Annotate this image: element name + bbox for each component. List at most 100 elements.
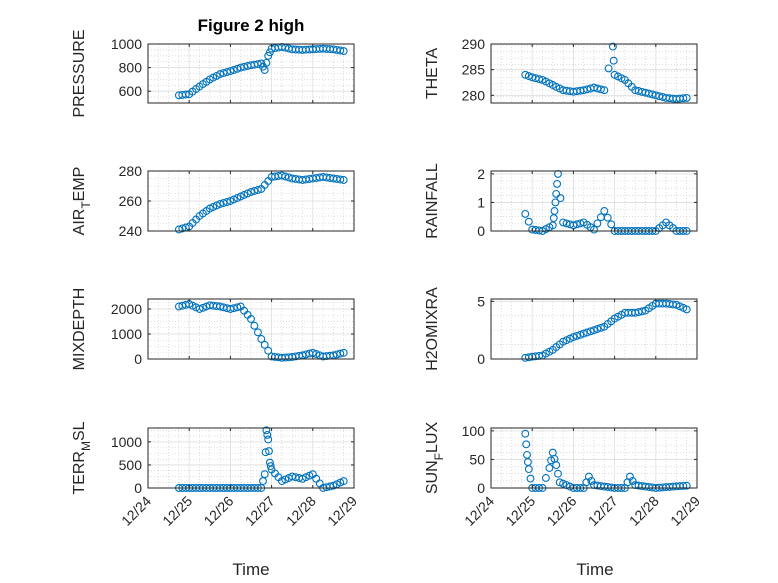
data-point [579, 329, 588, 338]
y-axis-label-subscript: T [79, 201, 93, 209]
data-point [209, 203, 218, 211]
data-point [181, 90, 190, 99]
data-point [603, 213, 612, 222]
data-point [600, 86, 609, 95]
y-tick-label: 2000 [111, 301, 142, 317]
data-point [264, 346, 273, 355]
data-point [223, 68, 231, 77]
figure-title: Figure 2 high [198, 16, 305, 35]
subplot-sun: 0 50 100 12/24 12/25 12/26 12/27 12/28 12/29 SUNF… [424, 422, 703, 529]
y-axis-label-main: THETA [424, 48, 441, 100]
data-point [562, 219, 571, 228]
data-point [260, 66, 269, 74]
y-axis-label-subscript: F [432, 453, 446, 460]
x-tick-label: 12/29 [667, 493, 703, 529]
y-tick-label: 50 [469, 451, 485, 467]
subplot-rainfall: 0 1 2 RAINFALL [424, 163, 698, 239]
y-axis-label-main: RAINFALL [424, 163, 441, 239]
data-point [336, 175, 345, 184]
data-point [233, 303, 242, 312]
data-point [312, 350, 321, 358]
axes-box [490, 43, 698, 104]
data-point [229, 66, 238, 74]
data-point [219, 199, 228, 207]
x-tick-label: 12/24 [461, 493, 497, 529]
data-point [576, 330, 585, 339]
data-point [535, 75, 544, 84]
data-point [253, 186, 262, 194]
axes-box [490, 427, 698, 489]
data-point [552, 189, 561, 198]
y-tick-label: 0 [477, 351, 485, 367]
data-point [609, 56, 618, 65]
y-axis-label-main: H2OMIXRA [424, 287, 441, 371]
y-tick-label: 285 [462, 62, 486, 78]
data-point [339, 477, 348, 486]
y-tick-label: 800 [119, 60, 143, 76]
data-point [265, 48, 274, 57]
data-point [219, 69, 228, 78]
data-point [240, 191, 249, 199]
data-point [178, 224, 187, 233]
y-tick-label: 2 [477, 166, 485, 182]
data-point [521, 429, 530, 438]
data-point [679, 481, 688, 490]
data-point [521, 209, 530, 218]
y-tick-label: 260 [119, 193, 143, 209]
data-point [596, 85, 605, 94]
data-point [572, 220, 581, 229]
axes-box [147, 298, 355, 360]
y-axis-label-tail: SL [71, 421, 88, 441]
x-tick-label: 12/26 [200, 493, 236, 529]
x-tick-label: 12/24 [118, 493, 154, 529]
y-axis-label-main: SUN [424, 460, 441, 494]
data-point [281, 172, 290, 181]
y-axis-label-main: AIR [71, 209, 88, 236]
x-tick-label: 12/28 [626, 493, 662, 529]
data-point [339, 47, 348, 56]
data-point [195, 305, 204, 313]
data-point [572, 331, 581, 340]
subplot-pressure: 600 800 1000 PRESSURE [71, 29, 355, 118]
data-point [569, 333, 578, 342]
data-point [266, 462, 275, 471]
data-point [607, 220, 616, 229]
data-point [223, 198, 231, 206]
data-point [638, 307, 647, 316]
data-point [301, 473, 310, 482]
y-axis-label-tail: LUX [424, 422, 441, 453]
data-point [260, 470, 269, 479]
data-point [587, 476, 596, 485]
y-tick-label: 0 [477, 480, 485, 496]
y-axis-label: AIRTEMP [71, 167, 93, 236]
data-point [682, 93, 691, 102]
data-point [250, 187, 259, 195]
x-tick-label: 12/27 [242, 493, 278, 529]
data-point [596, 323, 605, 332]
data-point [550, 207, 559, 215]
data-point [326, 482, 334, 491]
y-tick-label: 280 [119, 163, 143, 179]
data-point [524, 217, 533, 226]
data-point [679, 94, 688, 103]
data-point [229, 195, 238, 204]
data-point [226, 67, 235, 76]
data-point [682, 305, 691, 314]
data-point [554, 469, 562, 478]
x-tick-label: 12/29 [324, 493, 360, 529]
data-point [339, 348, 348, 357]
x-tick-label: 12/26 [543, 493, 579, 529]
y-tick-label: 5 [477, 293, 485, 309]
y-axis-label: SUNFLUX [424, 422, 446, 495]
data-point [247, 188, 255, 196]
y-axis-label-main: PRESSURE [71, 29, 88, 117]
data-point [263, 430, 272, 439]
y-axis-label: PRESSURE [71, 29, 88, 117]
data-point [257, 335, 266, 343]
data-point [216, 70, 225, 79]
y-tick-label: 600 [119, 83, 143, 99]
data-point [593, 325, 602, 333]
data-point [247, 315, 255, 323]
y-axis-label: RAINFALL [424, 163, 441, 239]
